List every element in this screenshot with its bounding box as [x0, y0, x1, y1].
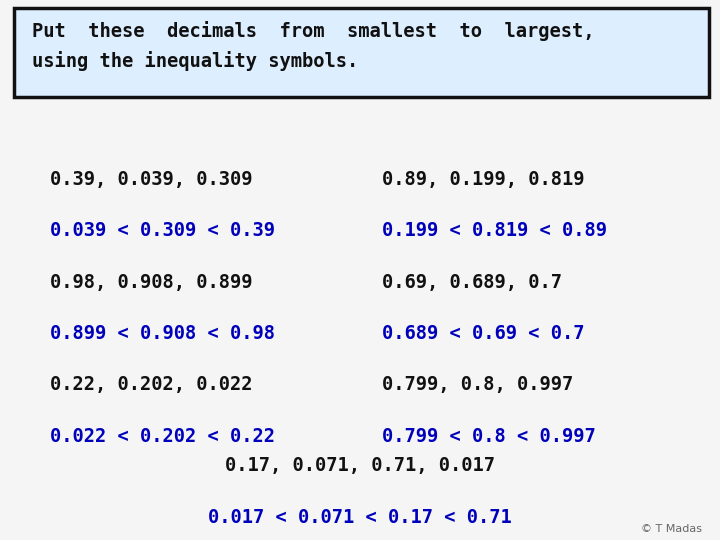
- Text: 0.39, 0.039, 0.309: 0.39, 0.039, 0.309: [50, 170, 253, 189]
- Text: 0.98, 0.908, 0.899: 0.98, 0.908, 0.899: [50, 273, 253, 292]
- Text: using the inequality symbols.: using the inequality symbols.: [32, 51, 359, 71]
- FancyBboxPatch shape: [14, 8, 709, 97]
- Text: 0.022 < 0.202 < 0.22: 0.022 < 0.202 < 0.22: [50, 427, 275, 446]
- Text: 0.17, 0.071, 0.71, 0.017: 0.17, 0.071, 0.71, 0.017: [225, 456, 495, 475]
- Text: © T Madas: © T Madas: [641, 523, 702, 534]
- Text: 0.69, 0.689, 0.7: 0.69, 0.689, 0.7: [382, 273, 562, 292]
- Text: 0.039 < 0.309 < 0.39: 0.039 < 0.309 < 0.39: [50, 221, 275, 240]
- Text: 0.689 < 0.69 < 0.7: 0.689 < 0.69 < 0.7: [382, 324, 584, 343]
- Text: 0.799 < 0.8 < 0.997: 0.799 < 0.8 < 0.997: [382, 427, 595, 446]
- Text: 0.899 < 0.908 < 0.98: 0.899 < 0.908 < 0.98: [50, 324, 275, 343]
- Text: Put  these  decimals  from  smallest  to  largest,: Put these decimals from smallest to larg…: [32, 21, 595, 40]
- Text: 0.799, 0.8, 0.997: 0.799, 0.8, 0.997: [382, 375, 573, 394]
- Text: 0.017 < 0.071 < 0.17 < 0.71: 0.017 < 0.071 < 0.17 < 0.71: [208, 508, 512, 526]
- Text: 0.89, 0.199, 0.819: 0.89, 0.199, 0.819: [382, 170, 584, 189]
- Text: 0.22, 0.202, 0.022: 0.22, 0.202, 0.022: [50, 375, 253, 394]
- Text: 0.199 < 0.819 < 0.89: 0.199 < 0.819 < 0.89: [382, 221, 606, 240]
